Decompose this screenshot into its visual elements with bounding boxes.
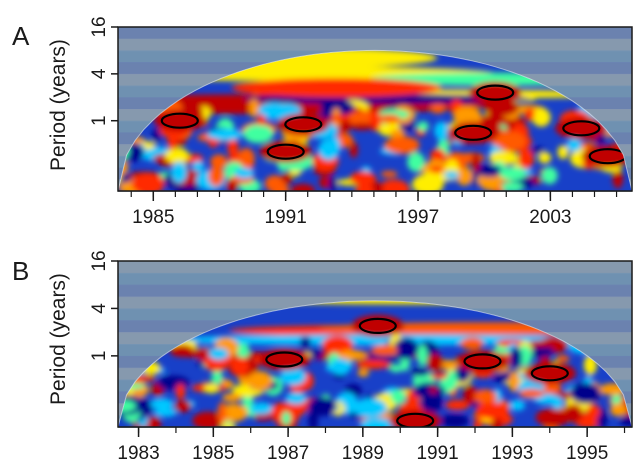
panel-b-letter: B xyxy=(12,256,30,286)
panel-a-significance-contour xyxy=(562,120,601,137)
panel-b-y-tick-label: 4 xyxy=(89,303,110,314)
panel-b-significance-contour xyxy=(463,353,502,370)
panel-a-letter: A xyxy=(12,21,30,51)
panel-b-significance-contour xyxy=(530,365,569,382)
panel-b-y-tick-label: 16 xyxy=(89,250,110,271)
panel-a-wavelet-plot: 1 4 16 1985 1991 1997 2003 xyxy=(89,16,633,228)
panel-a-significance-contour xyxy=(454,124,493,141)
panel-a: A Period (years) 1 4 16 1985 1991 1997 2003 xyxy=(12,16,633,228)
panel-a-cone-of-influence xyxy=(117,49,633,192)
panel-b-x-tick-label: 1985 xyxy=(192,443,234,464)
panel-a-significance-contour xyxy=(266,143,305,160)
panel-a-x-tick-label: 1991 xyxy=(265,207,307,228)
panel-a-significance-contour xyxy=(284,116,323,133)
panel-a-x-tick-label: 1997 xyxy=(397,207,439,228)
panel-b-x-tick-label: 1987 xyxy=(267,443,309,464)
panel-a-y-tick-label: 16 xyxy=(89,16,110,37)
panel-a-y-tick-label: 4 xyxy=(89,68,110,79)
panel-a-significance-contour xyxy=(160,112,199,129)
panel-a-plot-frame xyxy=(117,26,633,192)
panel-a-x-tick-label: 2003 xyxy=(529,207,571,228)
panel-b-x-tick-label: 1993 xyxy=(491,443,533,464)
panel-b-x-tick-label: 1983 xyxy=(117,443,159,464)
panel-b-x-tick-label: 1991 xyxy=(416,443,458,464)
panel-b-x-tick-label: 1989 xyxy=(342,443,384,464)
panel-b-significance-contour xyxy=(396,412,435,427)
panel-a-y-tick-label: 1 xyxy=(89,115,110,126)
panel-b-significance-contour xyxy=(265,351,304,368)
panel-b-y-axis-title: Period (years) xyxy=(46,273,70,405)
panel-a-x-tick-label: 1985 xyxy=(132,207,174,228)
panel-a-significance-contour xyxy=(476,84,515,101)
panel-b-plot-frame xyxy=(117,260,633,428)
panel-b-x-tick-label: 1995 xyxy=(566,443,608,464)
panel-b-cone-of-influence xyxy=(117,300,633,428)
panel-b-significance-contour xyxy=(358,317,397,334)
panel-b-y-tick-label: 1 xyxy=(89,351,110,362)
